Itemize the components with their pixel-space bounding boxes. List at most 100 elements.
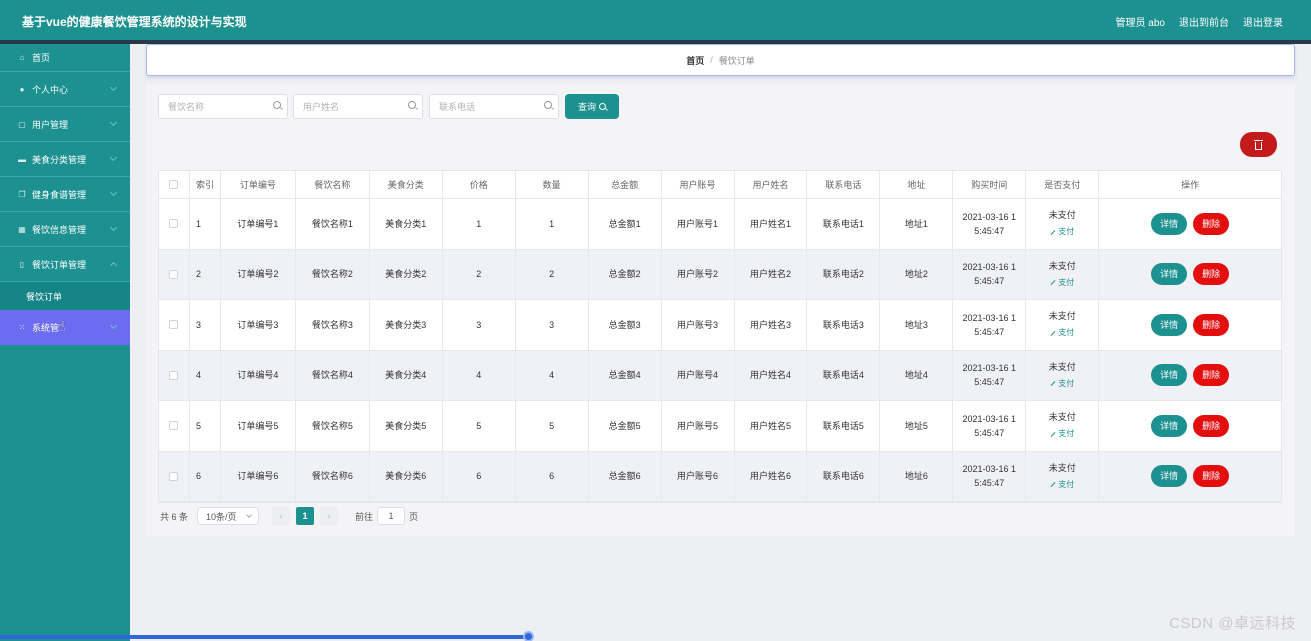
- phone-cell: 联系电话6: [807, 451, 881, 501]
- pay-link-label: 支付: [1058, 378, 1075, 388]
- pay-link[interactable]: 支付: [1050, 326, 1074, 340]
- column-header[interactable]: 是否支付: [1026, 171, 1100, 198]
- detail-button[interactable]: 详情: [1151, 364, 1188, 387]
- chevron-down-icon: [109, 321, 118, 330]
- query-label: 查询: [577, 102, 596, 112]
- sidebar-item-home[interactable]: ⌂ 首页: [0, 44, 130, 72]
- column-header[interactable]: 餐饮名称: [296, 171, 370, 198]
- sidebar-item-food-info[interactable]: ▦ 餐饮信息管理: [0, 212, 130, 247]
- sidebar-item-fitness-recipes[interactable]: ❐ 健身食谱管理: [0, 177, 130, 212]
- goto-label: 前往: [355, 511, 374, 522]
- column-header[interactable]: 用户姓名: [735, 171, 808, 198]
- sidebar-item-food-orders[interactable]: ▯ 餐饮订单管理: [0, 247, 130, 282]
- category-cell: 美食分类3: [370, 300, 443, 350]
- address-cell: 地址5: [880, 401, 954, 451]
- index-cell: 2: [190, 249, 221, 299]
- search-icon: [599, 103, 606, 110]
- purchase-time-cell: 2021-03-16 1 5:45:47: [953, 350, 1027, 400]
- purchase-time-clock: 5:45:47: [974, 427, 1005, 438]
- delete-button[interactable]: 删除: [1193, 414, 1230, 437]
- query-button[interactable]: 查询: [565, 94, 619, 119]
- sidebar-item-personal[interactable]: ● 个人中心: [0, 72, 130, 107]
- account-cell: 用户账号5: [662, 401, 735, 451]
- column-header[interactable]: 地址: [880, 171, 954, 198]
- table-row: 6 订单编号6 餐饮名称6 美食分类6 6 6 总金额6 用户账号6 用户姓名6 联系电话6 地址6…: [159, 451, 1281, 502]
- food-name-cell: 餐饮名称5: [296, 401, 370, 451]
- user-name-search-input[interactable]: 用户姓名: [293, 94, 423, 119]
- search-icon: [408, 101, 416, 109]
- row-checkbox[interactable]: [169, 219, 179, 229]
- delete-button[interactable]: 删除: [1193, 212, 1230, 235]
- purchase-time-date: 2021-03-16 1: [962, 312, 1017, 323]
- sidebar-item-food-category[interactable]: ▬ 美食分类管理: [0, 142, 130, 177]
- page-size-select[interactable]: 10条/页: [197, 507, 260, 525]
- prev-page-button[interactable]: ‹: [272, 507, 291, 525]
- delete-button[interactable]: 删除: [1193, 364, 1230, 387]
- address-cell: 地址1: [880, 199, 954, 249]
- category-cell: 美食分类6: [370, 451, 443, 501]
- column-header: 操作: [1181, 179, 1200, 190]
- batch-delete-button[interactable]: [1240, 132, 1277, 157]
- placeholder: 联系电话: [439, 102, 476, 112]
- sidebar-item-system[interactable]: ⁙ 系统管 ☝: [0, 310, 130, 345]
- row-checkbox[interactable]: [169, 320, 179, 330]
- row-checkbox[interactable]: [169, 471, 179, 481]
- column-header[interactable]: 订单编号: [221, 171, 296, 198]
- pay-link[interactable]: 支付: [1050, 225, 1074, 239]
- select-all-checkbox[interactable]: [169, 180, 179, 189]
- column-header[interactable]: 联系电话: [807, 171, 881, 198]
- pay-link[interactable]: 支付: [1050, 478, 1074, 492]
- phone-cell: 联系电话2: [807, 249, 881, 299]
- purchase-time-clock: 5:45:47: [974, 326, 1005, 337]
- progress-handle[interactable]: [523, 631, 534, 641]
- detail-button[interactable]: 详情: [1151, 465, 1188, 488]
- row-checkbox[interactable]: [169, 421, 179, 431]
- category-cell: 美食分类4: [370, 350, 443, 400]
- page-number-current[interactable]: 1: [296, 507, 315, 525]
- total-cell: 总金额5: [589, 401, 662, 451]
- price-cell: 1: [443, 199, 516, 249]
- logout-link[interactable]: 退出登录: [1243, 18, 1283, 29]
- detail-button[interactable]: 详情: [1151, 313, 1188, 336]
- edit-icon: [1050, 330, 1056, 336]
- detail-button[interactable]: 详情: [1151, 414, 1188, 437]
- index-cell: 4: [190, 350, 221, 400]
- food-name-search-input[interactable]: 餐饮名称: [158, 94, 288, 119]
- column-header[interactable]: 总金额: [589, 171, 662, 198]
- column-header[interactable]: 美食分类: [370, 171, 443, 198]
- frame-icon: ▢: [18, 119, 26, 129]
- sidebar-item-users[interactable]: ▢ 用户管理: [0, 107, 130, 142]
- goto-page-input[interactable]: 1: [377, 507, 406, 525]
- delete-button[interactable]: 删除: [1193, 263, 1230, 286]
- detail-button[interactable]: 详情: [1151, 263, 1188, 286]
- phone-cell: 联系电话1: [807, 199, 881, 249]
- quantity-cell: 2: [516, 249, 589, 299]
- account-cell: 用户账号6: [662, 451, 735, 501]
- delete-button[interactable]: 删除: [1193, 313, 1230, 336]
- next-page-button[interactable]: ›: [320, 507, 339, 525]
- exit-front-link[interactable]: 退出到前台: [1179, 18, 1229, 29]
- detail-button[interactable]: 详情: [1151, 212, 1188, 235]
- delete-button[interactable]: 删除: [1193, 465, 1230, 488]
- column-header[interactable]: 数量: [516, 171, 589, 198]
- chevron-down-icon: [109, 153, 118, 162]
- user-name-cell: 用户姓名2: [735, 249, 808, 299]
- order-no-cell: 订单编号5: [221, 401, 296, 451]
- column-header[interactable]: 购买时间: [953, 171, 1027, 198]
- sidebar-subitem-food-order[interactable]: 餐饮订单: [0, 282, 130, 310]
- column-header[interactable]: 用户账号: [662, 171, 735, 198]
- index-cell: 1: [190, 199, 221, 249]
- food-name-cell: 餐饮名称4: [296, 350, 370, 400]
- row-checkbox-cell: [159, 249, 190, 299]
- row-checkbox[interactable]: [169, 370, 179, 380]
- breadcrumb-home[interactable]: 首页: [686, 55, 705, 66]
- user-icon: ●: [19, 84, 25, 94]
- pay-link[interactable]: 支付: [1050, 276, 1074, 290]
- pay-link[interactable]: 支付: [1050, 377, 1074, 391]
- phone-search-input[interactable]: 联系电话: [429, 94, 559, 119]
- row-checkbox[interactable]: [169, 269, 179, 279]
- column-header[interactable]: 索引: [190, 171, 221, 198]
- column-header[interactable]: 价格: [443, 171, 516, 198]
- top-header: 基于vue的健康餐饮管理系统的设计与实现 管理员 abo 退出到前台 退出登录: [0, 0, 1311, 40]
- pay-link[interactable]: 支付: [1050, 427, 1074, 441]
